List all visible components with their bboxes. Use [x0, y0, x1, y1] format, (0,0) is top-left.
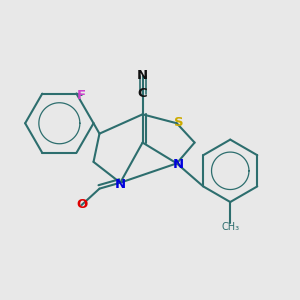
Text: CH₃: CH₃	[221, 222, 239, 232]
Text: F: F	[77, 88, 86, 101]
Text: O: O	[76, 199, 87, 212]
Text: N: N	[173, 158, 184, 171]
Text: N: N	[137, 69, 148, 82]
Text: S: S	[174, 116, 184, 129]
Text: C: C	[138, 87, 147, 100]
Text: N: N	[115, 178, 126, 191]
